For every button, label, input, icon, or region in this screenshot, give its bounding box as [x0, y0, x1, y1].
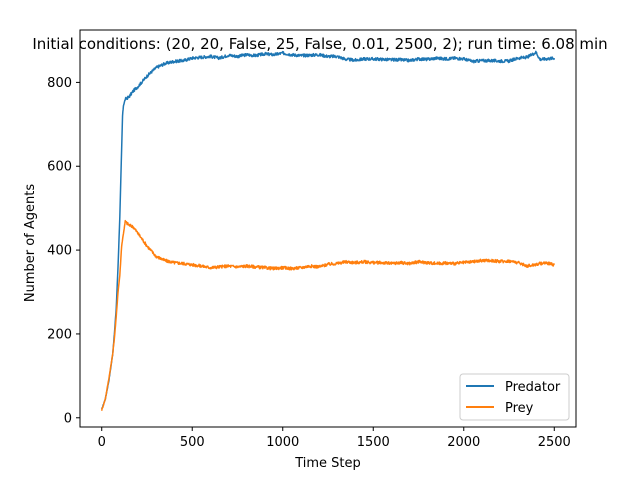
y-axis-label: Number of Agents	[23, 184, 38, 302]
x-tick-label: 1000	[266, 435, 299, 450]
y-tick-label: 200	[47, 327, 72, 342]
x-axis-ticks: 0 500 1000 1500 2000 2500	[98, 427, 571, 450]
x-axis-label: Time Step	[294, 456, 361, 471]
y-tick-label: 400	[47, 244, 72, 259]
y-axis-ticks: 0 200 400 600 800	[47, 76, 80, 426]
legend: Predator Prey	[459, 373, 570, 421]
legend-label-prey: Prey	[505, 401, 534, 416]
y-tick-label: 0	[64, 411, 72, 426]
series-layer	[100, 50, 556, 411]
series-line-predator	[101, 50, 556, 410]
x-tick-label: 0	[98, 435, 106, 450]
y-tick-label: 800	[47, 76, 72, 91]
series-line-prey	[100, 219, 555, 411]
plot-frame	[79, 29, 577, 428]
legend-label-predator: Predator	[505, 380, 561, 395]
x-tick-label: 2500	[538, 435, 571, 450]
x-tick-label: 2000	[447, 435, 480, 450]
x-tick-label: 1500	[357, 435, 390, 450]
chart-title: Initial conditions: (20, 20, False, 25, …	[32, 35, 607, 53]
x-tick-label: 500	[180, 435, 205, 450]
y-tick-label: 600	[47, 160, 72, 175]
